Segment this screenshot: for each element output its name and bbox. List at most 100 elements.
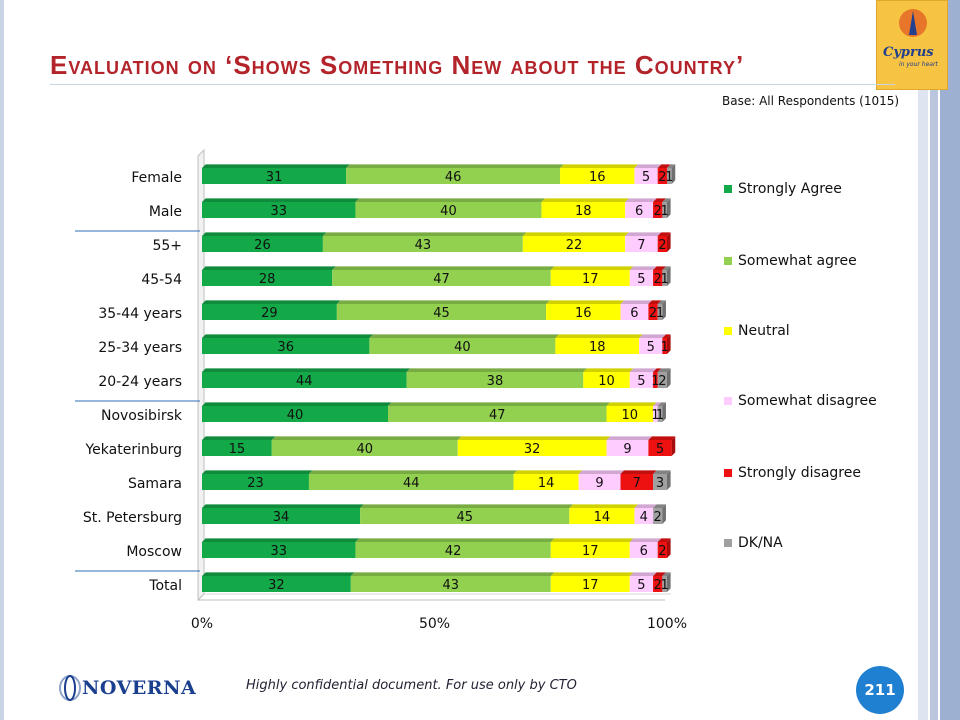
bar-segment-top [336, 300, 550, 304]
bar-segment [202, 440, 272, 456]
bar-segment [202, 372, 407, 388]
bar-segment-top [634, 504, 657, 508]
bar-segment-top [629, 368, 657, 372]
bar-segment-top [202, 266, 336, 270]
bar-segment [653, 406, 658, 422]
data-label: 32 [268, 578, 285, 593]
data-label: 18 [575, 204, 592, 219]
data-label: 29 [261, 306, 278, 321]
bar-end-face [667, 198, 671, 218]
data-label: 2 [654, 510, 662, 525]
bar-end-face [662, 300, 666, 320]
data-label: 44 [403, 476, 420, 491]
bar-segment-top [541, 198, 629, 202]
data-label: 5 [642, 170, 650, 185]
category-label: Samara [128, 476, 182, 492]
bar-segment-top [388, 402, 611, 406]
x-tick-label: 100% [647, 616, 687, 632]
bar-segment [308, 474, 514, 490]
bar-segment-top [657, 368, 671, 372]
data-label: 7 [633, 476, 641, 491]
bar-segment-top [202, 504, 364, 508]
data-label: 33 [270, 204, 287, 219]
data-label: 2 [658, 238, 666, 253]
data-label: 14 [594, 510, 611, 525]
bar-segment [457, 440, 607, 456]
bar-segment-top [662, 572, 671, 576]
bar-segment [202, 304, 337, 320]
cyprus-logo-subtext: in your heart [899, 61, 938, 68]
data-label: 38 [487, 374, 504, 389]
bar-segment [550, 270, 630, 286]
bar-segment-top [657, 538, 671, 542]
bar-segment [346, 168, 561, 184]
bar-segment [202, 202, 356, 218]
bar-segment-top [202, 538, 360, 542]
bar-segment-top [620, 300, 652, 304]
data-label: 5 [637, 374, 645, 389]
noverna-logo-icon [59, 675, 81, 701]
x-tick-label: 50% [419, 616, 450, 632]
bar-segment [662, 202, 667, 218]
bar-segment-top [569, 504, 639, 508]
right-band-2 [930, 0, 938, 720]
bar-segment-top [346, 164, 564, 168]
bar-segment-top [648, 300, 662, 304]
data-label: 1 [661, 272, 669, 287]
bar-segment [332, 270, 551, 286]
legend-label: Strongly Agree [738, 181, 842, 197]
bar-segment-top [629, 266, 657, 270]
bar-segment [355, 542, 551, 558]
category-label: 20-24 years [98, 374, 182, 390]
bar-segment-top [202, 232, 327, 236]
data-label: 42 [445, 544, 462, 559]
data-label: 2 [658, 170, 666, 185]
category-label: Male [149, 204, 182, 220]
bar-segment [629, 542, 658, 558]
bar-segment [606, 406, 654, 422]
bar-end-face [667, 232, 671, 252]
bar-segment-top [578, 470, 625, 474]
title-underline [50, 84, 895, 85]
bar-segment [634, 168, 658, 184]
bar-segment-top [360, 504, 573, 508]
data-label: 47 [489, 408, 506, 423]
bar-segment-top [202, 470, 313, 474]
bar-segment-top [202, 436, 276, 440]
bar-segment-top [350, 572, 555, 576]
bar-segment [629, 270, 654, 286]
data-label: 47 [433, 272, 450, 287]
bar-segment-top [653, 504, 666, 508]
bar-segment [322, 236, 523, 252]
legend-label: Somewhat disagree [738, 393, 877, 409]
bar-segment [583, 372, 630, 388]
bar-segment-top [202, 334, 373, 338]
bar-segment [657, 304, 663, 320]
bar-segment [202, 576, 351, 592]
data-label: 1 [651, 408, 659, 423]
page-number-badge: 211 [856, 666, 904, 714]
bar-segment-top [550, 572, 634, 576]
bar-end-face [667, 572, 671, 592]
data-label: 16 [589, 170, 606, 185]
bar-segment [550, 576, 630, 592]
data-label: 2 [654, 578, 662, 593]
bar-segment [336, 304, 547, 320]
data-label: 46 [445, 170, 462, 185]
bar-segment-top [625, 232, 662, 236]
data-label: 14 [538, 476, 555, 491]
category-label: 35-44 years [98, 306, 182, 322]
bar-end-face [667, 470, 671, 490]
bar-segment [560, 168, 635, 184]
legend-label: Somewhat agree [738, 253, 857, 269]
legend-swatch [724, 185, 732, 193]
data-label: 45 [456, 510, 473, 525]
bar-segment [662, 576, 667, 592]
bar-segment [667, 168, 672, 184]
data-label: 17 [582, 544, 599, 559]
category-label: 55+ [152, 238, 182, 254]
legend-swatch [724, 327, 732, 335]
category-label: Female [131, 170, 182, 186]
bar-segment [546, 304, 621, 320]
